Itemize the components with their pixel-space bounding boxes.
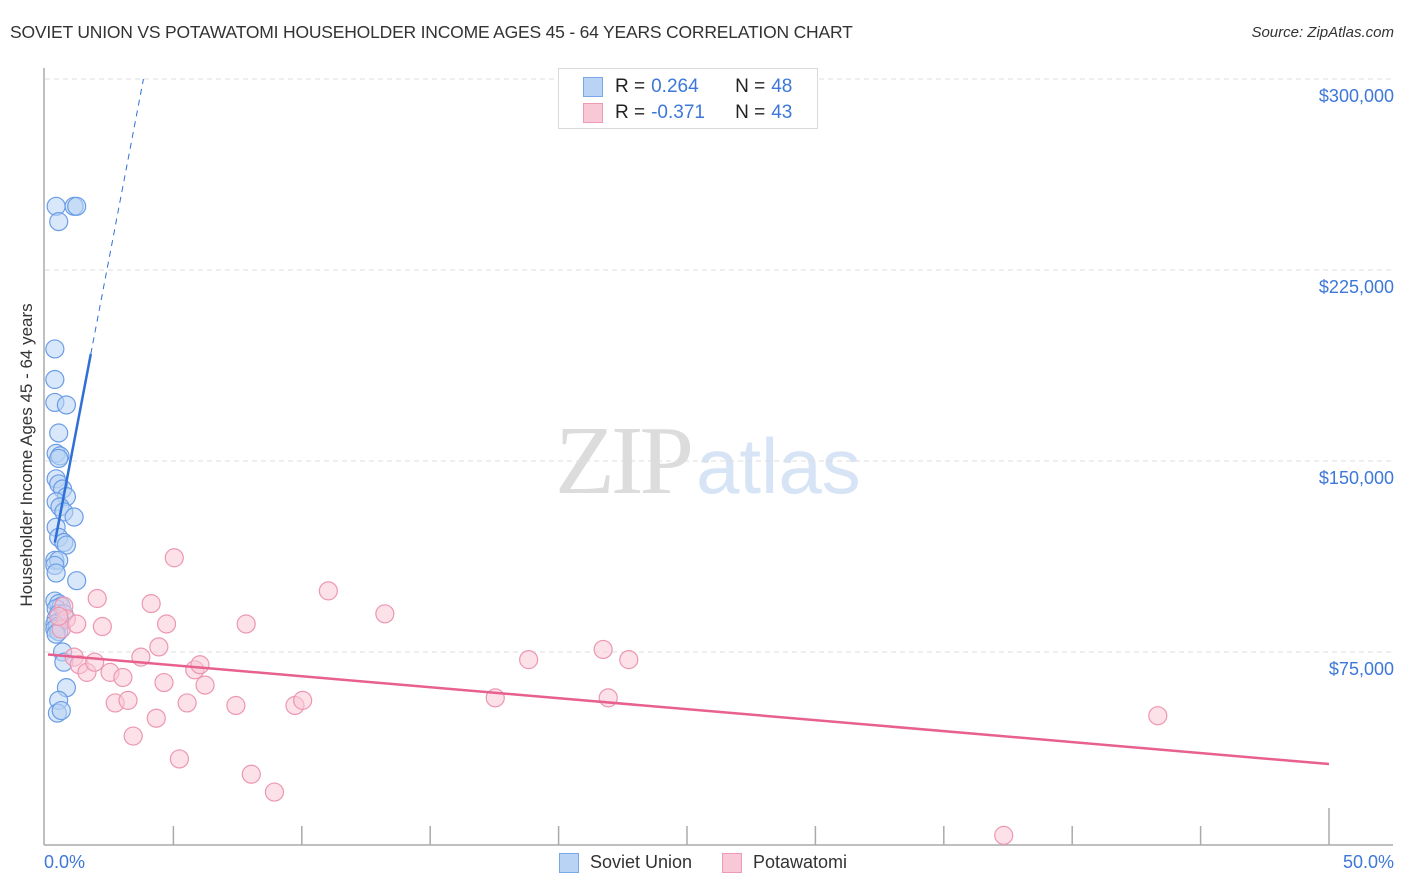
y-tick-300000: $300,000 [1318,86,1394,106]
x-tick-0: 0.0% [44,852,86,872]
potawatomi-points [49,548,1168,845]
data-point[interactable] [141,594,161,614]
soviet-union-trendline-extension [90,78,144,355]
soviet-union-swatch [583,77,603,97]
n-label: N = [735,102,766,123]
y-tick-150000: $150,000 [1318,468,1394,488]
data-point[interactable] [318,581,338,601]
data-point[interactable] [994,825,1014,845]
data-point[interactable] [169,749,189,769]
potawatomi-swatch [583,103,603,123]
data-point[interactable] [56,395,77,415]
chart-title: SOVIET UNION VS POTAWATOMI HOUSEHOLDER I… [10,22,853,42]
data-point[interactable] [67,614,87,634]
legend-label: Potawatomi [753,852,848,872]
data-point[interactable] [375,604,395,624]
data-point[interactable] [92,616,112,637]
data-point[interactable] [619,650,639,670]
data-point[interactable] [45,369,65,390]
data-point[interactable] [67,196,87,216]
y-axis-label: Householder Income Ages 45 - 64 years [17,303,36,607]
data-point[interactable] [195,675,215,695]
data-point[interactable] [190,655,210,675]
data-point[interactable] [113,667,133,688]
legend-item-potawatomi[interactable]: Potawatomi [722,852,847,873]
data-point[interactable] [149,637,169,657]
source-label: Source: ZipAtlas.com [1251,24,1394,41]
x-tick-50: 50.0% [1342,852,1394,872]
data-point[interactable] [236,614,256,634]
data-point[interactable] [264,782,285,802]
soviet-union-swatch [558,852,579,873]
data-point[interactable] [241,764,261,784]
data-point[interactable] [49,606,69,626]
data-point[interactable] [51,700,71,721]
data-point[interactable] [85,652,105,672]
data-point[interactable] [1148,706,1168,726]
data-point[interactable] [593,639,613,660]
data-point[interactable] [177,693,197,713]
data-point[interactable] [49,212,69,232]
n-label: N = [735,76,766,97]
data-point[interactable] [164,548,184,568]
series-legend: Soviet Union Potawatomi [0,852,1406,873]
legend-item-soviet-union[interactable]: Soviet Union [558,852,692,873]
data-point[interactable] [156,614,177,634]
soviet-union-points [45,196,87,723]
data-point[interactable] [46,563,66,583]
trendlines [47,78,1330,766]
n-value: 43 [771,102,793,123]
potawatomi-trendline [47,653,1330,766]
data-point[interactable] [154,672,174,693]
data-point[interactable] [87,588,107,609]
y-tick-225000: $225,000 [1318,277,1394,297]
legend-row-potawatomi: R = -0.371 N = 43 [583,101,792,125]
data-point[interactable] [49,423,69,443]
data-point[interactable] [67,571,87,591]
data-point[interactable] [146,708,166,728]
r-value: 0.264 [651,76,699,97]
data-point[interactable] [49,448,69,469]
data-point[interactable] [64,507,84,527]
data-point[interactable] [123,726,143,746]
correlation-legend: R = 0.264 N = 48 R = -0.371 N = 43 [558,68,818,129]
axes [43,68,1393,846]
data-point[interactable] [293,690,313,710]
data-point[interactable] [45,339,65,359]
gridlines [45,78,1393,653]
data-point[interactable] [519,650,539,670]
r-label: R = [615,102,646,123]
r-label: R = [615,76,646,97]
data-point[interactable] [226,695,246,716]
legend-label: Soviet Union [589,852,692,872]
n-value: 48 [771,76,793,97]
soviet-union-trendline [53,353,93,543]
r-value: -0.371 [651,102,705,123]
watermark-atlas: atlas [696,422,861,510]
data-point[interactable] [118,690,138,710]
y-tick-75000: $75,000 [1328,659,1394,679]
potawatomi-swatch [722,852,742,873]
data-point[interactable] [56,535,77,555]
legend-row-soviet-union: R = 0.264 N = 48 [583,75,792,99]
